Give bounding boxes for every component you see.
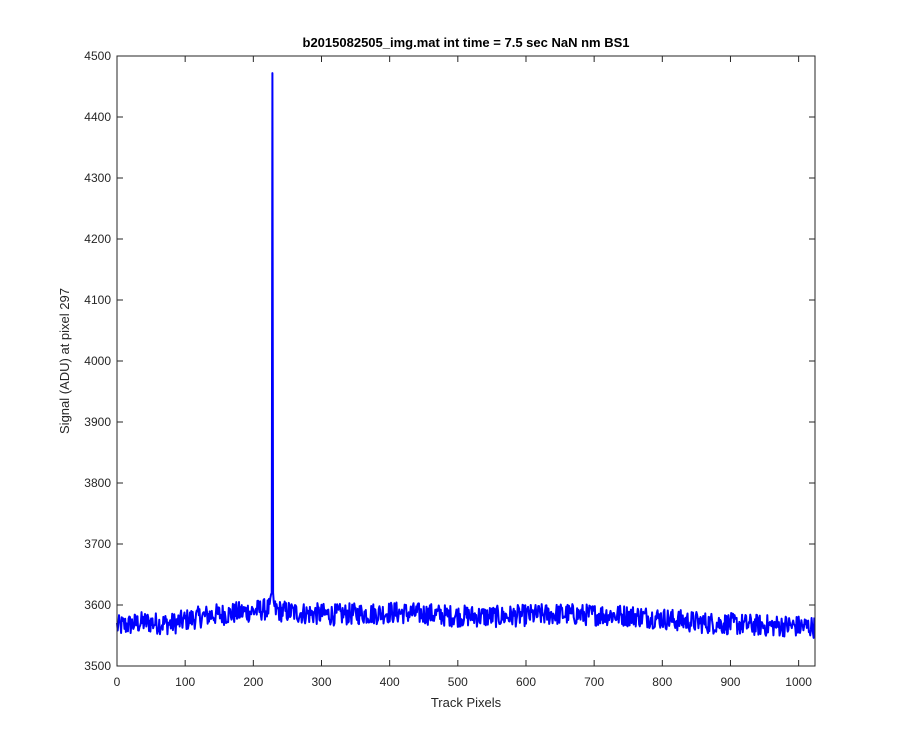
x-tick-label: 0 [114,675,121,689]
axes-layer: 0 100 200 300 400 500 600 700 800 900 1000 3500 3600… [84,49,816,689]
x-tick-label: 100 [175,675,195,689]
plot-layer [116,72,816,639]
chart-title: b2015082505_img.mat int time = 7.5 sec N… [303,35,630,50]
y-tick-label: 3900 [84,415,111,429]
x-axis-title: Track Pixels [431,695,502,710]
y-tick-label: 4000 [84,354,111,368]
y-tick-label: 3600 [84,598,111,612]
x-tick-label: 800 [652,675,672,689]
y-axis-title: Signal (ADU) at pixel 297 [57,288,72,434]
x-tick-label: 600 [516,675,536,689]
y-tick-label: 3700 [84,537,111,551]
series-line [116,72,816,639]
x-tick-label: 400 [380,675,400,689]
x-tick-label: 700 [584,675,604,689]
x-tick-label: 1000 [785,675,812,689]
y-tick-label: 3800 [84,476,111,490]
y-tick-label: 4500 [84,49,111,63]
y-tick-label: 4200 [84,232,111,246]
y-tick-label: 4400 [84,110,111,124]
y-tick-label: 4100 [84,293,111,307]
y-tick-label: 4300 [84,171,111,185]
x-tick-label: 200 [243,675,263,689]
x-tick-label: 300 [311,675,331,689]
y-tick-label: 3500 [84,659,111,673]
x-tick-label: 900 [720,675,740,689]
x-tick-label: 500 [448,675,468,689]
